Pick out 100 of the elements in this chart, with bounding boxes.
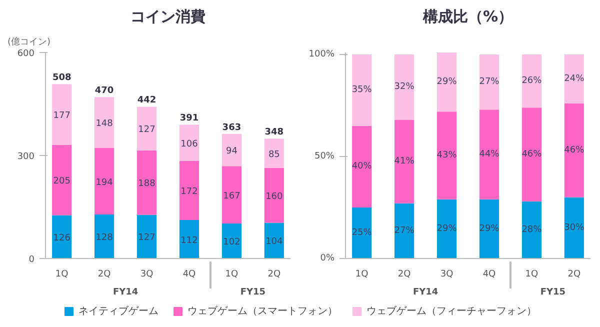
data-label: 188 xyxy=(138,179,156,190)
legend-label: ウェブゲーム（フィーチャーフォン） xyxy=(366,304,536,318)
bar xyxy=(522,201,542,258)
data-label: 27% xyxy=(394,226,415,236)
data-label: 127 xyxy=(138,233,156,244)
bar xyxy=(564,103,584,198)
data-label: 28% xyxy=(522,224,542,235)
data-label: 29% xyxy=(479,224,500,234)
bar xyxy=(52,215,72,258)
data-label: 127 xyxy=(138,125,156,136)
data-label: 177 xyxy=(53,110,70,121)
bar xyxy=(479,199,500,258)
bar xyxy=(222,134,242,166)
y-tick-label: 0 xyxy=(28,255,35,265)
bar xyxy=(522,108,542,202)
bar xyxy=(52,144,72,216)
y-tick-label: 0% xyxy=(320,254,335,264)
total-label: 508 xyxy=(52,73,72,84)
bar xyxy=(52,84,72,145)
bar xyxy=(479,54,500,110)
bar xyxy=(564,197,584,258)
legend-label: ネイティブゲーム xyxy=(78,304,158,318)
x-tick-label: 4Q xyxy=(182,270,196,280)
bar xyxy=(136,106,157,150)
data-label: 160 xyxy=(266,192,284,202)
bar xyxy=(179,220,200,258)
legend-label: ウェブゲーム（スマートフォン） xyxy=(188,304,338,318)
data-label: 32% xyxy=(394,82,415,92)
bar xyxy=(352,126,372,208)
bar xyxy=(352,208,372,258)
data-label: 148 xyxy=(96,119,114,130)
y-tick-label: 50% xyxy=(314,152,335,162)
data-label: 35% xyxy=(352,85,372,96)
data-label: 112 xyxy=(180,236,198,246)
bar xyxy=(94,214,114,258)
bar xyxy=(394,54,414,120)
y-tick-label: 100% xyxy=(308,50,335,60)
bar xyxy=(436,112,457,200)
bar xyxy=(136,214,157,258)
data-label: 24% xyxy=(564,74,585,84)
bar xyxy=(94,148,114,215)
x-tick-label: 1Q xyxy=(355,270,368,280)
data-label: 94 xyxy=(226,146,238,157)
bar xyxy=(564,54,584,104)
x-tick-label: 1Q xyxy=(55,270,68,280)
bar xyxy=(222,166,242,224)
data-label: 106 xyxy=(180,139,198,150)
bar xyxy=(522,54,542,108)
x-tick-label: 3Q xyxy=(140,270,154,280)
data-label: 172 xyxy=(180,187,198,198)
bar xyxy=(264,222,284,258)
data-label: 205 xyxy=(53,176,70,187)
bar xyxy=(94,97,114,148)
x-tick-label: 2Q xyxy=(568,270,581,280)
text: FY15 xyxy=(540,288,566,298)
data-label: 102 xyxy=(223,237,240,248)
x-tick-label: 2Q xyxy=(268,270,281,280)
bar xyxy=(436,199,457,258)
total-label: 470 xyxy=(94,86,114,96)
bar xyxy=(179,160,200,220)
data-label: 46% xyxy=(522,149,542,160)
bar xyxy=(394,203,414,258)
bar xyxy=(352,54,372,126)
bar xyxy=(479,110,500,200)
data-label: 104 xyxy=(266,237,284,248)
total-label: 391 xyxy=(180,114,199,124)
x-tick-label: 1Q xyxy=(525,270,538,280)
chart-title: コイン消費 xyxy=(130,8,206,26)
data-label: 43% xyxy=(436,150,458,160)
data-label: 46% xyxy=(564,145,585,156)
bar xyxy=(436,52,457,112)
x-tick-label: 4Q xyxy=(482,270,496,280)
total-label: 442 xyxy=(137,96,156,106)
data-label: 167 xyxy=(223,191,240,202)
y-axis-title: (億コイン) xyxy=(8,36,51,48)
y-tick-label: 600 xyxy=(17,49,35,59)
bar xyxy=(222,223,242,258)
y-tick-label: 300 xyxy=(17,152,35,162)
data-label: 27% xyxy=(479,77,500,88)
data-label: 25% xyxy=(352,228,372,238)
text: FY14 xyxy=(112,288,138,298)
bar xyxy=(264,138,284,168)
bar xyxy=(179,124,200,161)
data-label: 128 xyxy=(96,233,114,244)
data-label: 40% xyxy=(352,162,372,172)
data-label: 30% xyxy=(564,222,585,233)
data-label: 26% xyxy=(522,76,542,86)
data-label: 44% xyxy=(479,149,500,160)
x-tick-label: 2Q xyxy=(98,270,111,280)
x-tick-label: 2Q xyxy=(398,270,411,280)
data-label: 85 xyxy=(268,150,280,160)
data-label: 194 xyxy=(96,178,114,188)
x-tick-label: 1Q xyxy=(225,270,238,280)
data-label: 41% xyxy=(394,156,415,167)
data-label: 29% xyxy=(436,77,458,88)
text: FY14 xyxy=(412,288,438,298)
total-label: 348 xyxy=(264,128,284,138)
chart-title: 構成比（%） xyxy=(422,8,514,26)
bar xyxy=(394,120,414,204)
x-tick-label: 3Q xyxy=(440,270,454,280)
